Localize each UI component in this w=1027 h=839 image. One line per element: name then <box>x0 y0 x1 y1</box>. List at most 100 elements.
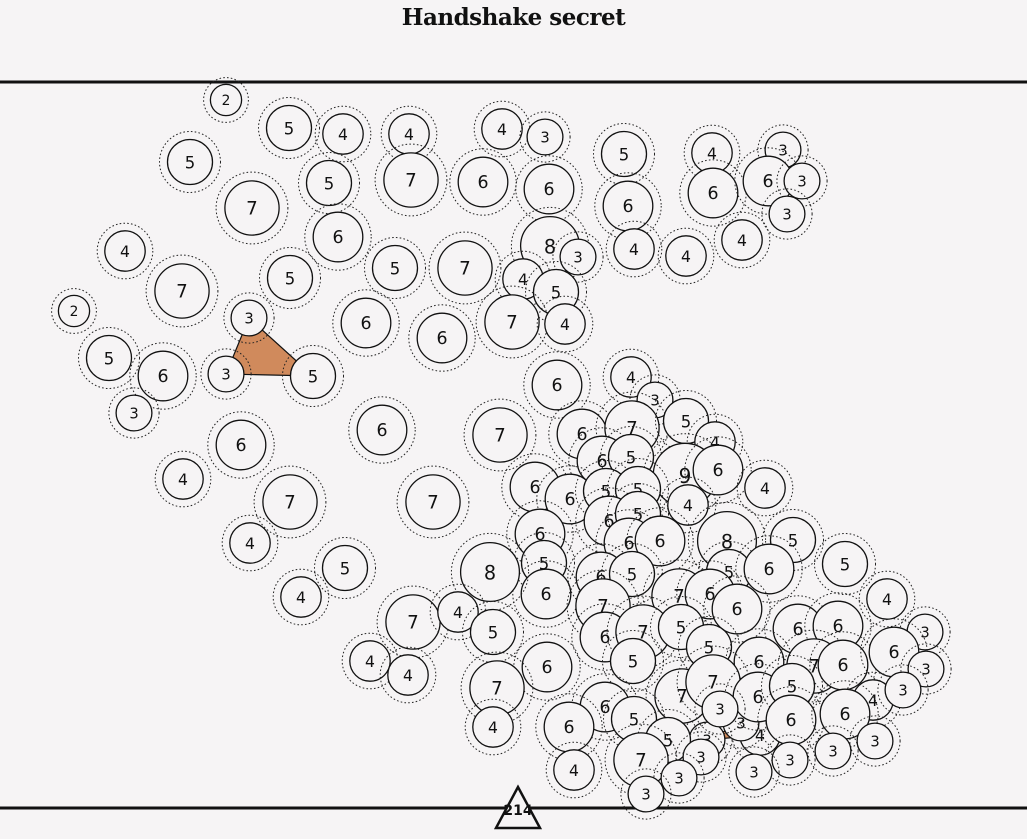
node-circle[interactable] <box>322 113 364 155</box>
number-node[interactable]: 4 <box>379 646 437 704</box>
number-node[interactable]: 6 <box>515 155 583 223</box>
number-node[interactable]: 2 <box>51 288 97 334</box>
node-circle[interactable] <box>856 722 894 760</box>
node-circle[interactable] <box>371 244 419 292</box>
number-node[interactable]: 3 <box>200 348 252 400</box>
node-circle[interactable] <box>457 156 509 208</box>
node-circle[interactable] <box>553 749 595 791</box>
node-circle[interactable] <box>162 458 204 500</box>
number-node[interactable]: 3 <box>223 292 275 344</box>
number-node[interactable]: 5 <box>159 131 221 193</box>
node-circle[interactable] <box>230 299 268 337</box>
node-circle[interactable] <box>627 775 665 813</box>
number-node[interactable]: 5 <box>259 247 321 309</box>
node-circle[interactable] <box>609 637 657 685</box>
node-circle[interactable] <box>137 350 189 402</box>
number-node[interactable]: 4 <box>545 741 603 799</box>
number-node[interactable]: 3 <box>761 188 813 240</box>
number-node[interactable]: 4 <box>858 570 916 628</box>
number-node[interactable]: 5 <box>462 601 524 663</box>
number-node[interactable]: 6 <box>304 203 372 271</box>
node-circle[interactable] <box>387 654 429 696</box>
node-circle[interactable] <box>224 180 280 236</box>
number-node[interactable]: 6 <box>703 575 771 643</box>
node-circle[interactable] <box>721 219 763 261</box>
node-circle[interactable] <box>744 467 786 509</box>
node-circle[interactable] <box>356 404 408 456</box>
number-node[interactable]: 7 <box>396 465 470 539</box>
number-node[interactable]: 3 <box>877 664 929 716</box>
node-circle[interactable] <box>349 640 391 682</box>
number-node[interactable]: 6 <box>408 304 476 372</box>
node-circle[interactable] <box>526 118 564 156</box>
number-node[interactable]: 3 <box>694 683 746 735</box>
number-node[interactable]: 3 <box>620 768 672 820</box>
number-node[interactable]: 4 <box>536 295 594 353</box>
number-node[interactable]: 3 <box>519 111 571 163</box>
number-node[interactable]: 5 <box>258 97 320 159</box>
number-node[interactable]: 5 <box>593 123 655 185</box>
number-node[interactable]: 6 <box>207 411 275 479</box>
number-node[interactable]: 5 <box>314 537 376 599</box>
node-circle[interactable] <box>229 522 271 564</box>
number-node[interactable]: 7 <box>376 585 450 659</box>
number-node[interactable]: 5 <box>602 630 664 692</box>
node-circle[interactable] <box>484 294 540 350</box>
node-circle[interactable] <box>115 394 153 432</box>
number-node[interactable]: 7 <box>428 231 502 305</box>
node-circle[interactable] <box>57 294 91 328</box>
number-node[interactable]: 4 <box>221 514 279 572</box>
number-node[interactable]: 5 <box>364 237 426 299</box>
node-circle[interactable] <box>665 235 707 277</box>
number-node[interactable]: 6 <box>348 396 416 464</box>
number-node[interactable]: 7 <box>463 398 537 472</box>
number-node[interactable]: 5 <box>814 533 876 595</box>
number-node[interactable]: 6 <box>809 631 877 699</box>
number-node[interactable]: 4 <box>736 459 794 517</box>
node-circle[interactable] <box>280 576 322 618</box>
node-circle[interactable] <box>265 104 313 152</box>
number-node[interactable]: 4 <box>429 583 487 641</box>
node-circle[interactable] <box>771 741 809 779</box>
node-circle[interactable] <box>701 690 739 728</box>
node-circle[interactable] <box>814 732 852 770</box>
number-node[interactable]: 7 <box>253 465 327 539</box>
number-node[interactable]: 3 <box>764 734 816 786</box>
node-circle[interactable] <box>821 540 869 588</box>
node-circle[interactable] <box>312 211 364 263</box>
node-circle[interactable] <box>154 263 210 319</box>
node-circle[interactable] <box>209 83 243 117</box>
number-nodes[interactable]: 3354332544435576656436633768344447557452… <box>51 77 952 820</box>
node-circle[interactable] <box>289 352 337 400</box>
number-node[interactable]: 6 <box>735 535 803 603</box>
number-node[interactable]: 3 <box>552 231 604 283</box>
number-node[interactable]: 5 <box>282 345 344 407</box>
number-node[interactable]: 4 <box>473 100 531 158</box>
node-circle[interactable] <box>481 108 523 150</box>
number-node[interactable]: 4 <box>602 348 660 406</box>
number-node[interactable]: 6 <box>332 289 400 357</box>
node-circle[interactable] <box>405 474 461 530</box>
node-circle[interactable] <box>104 230 146 272</box>
node-circle[interactable] <box>321 544 369 592</box>
node-circle[interactable] <box>437 591 479 633</box>
node-circle[interactable] <box>743 543 795 595</box>
number-node[interactable]: 5 <box>298 152 360 214</box>
number-node[interactable]: 6 <box>684 436 752 504</box>
node-circle[interactable] <box>383 152 439 208</box>
node-circle[interactable] <box>613 228 655 270</box>
node-circle[interactable] <box>416 312 468 364</box>
number-node[interactable]: 6 <box>512 560 580 628</box>
node-circle[interactable] <box>469 608 517 656</box>
node-circle[interactable] <box>305 159 353 207</box>
node-circle[interactable] <box>559 238 597 276</box>
number-node[interactable]: 6 <box>449 148 517 216</box>
number-node[interactable]: 5 <box>78 327 140 389</box>
node-circle[interactable] <box>610 356 652 398</box>
node-circle[interactable] <box>783 162 821 200</box>
number-node[interactable]: 4 <box>657 227 715 285</box>
node-circle[interactable] <box>85 334 133 382</box>
node-circle[interactable] <box>166 138 214 186</box>
number-node[interactable]: 4 <box>314 105 372 163</box>
